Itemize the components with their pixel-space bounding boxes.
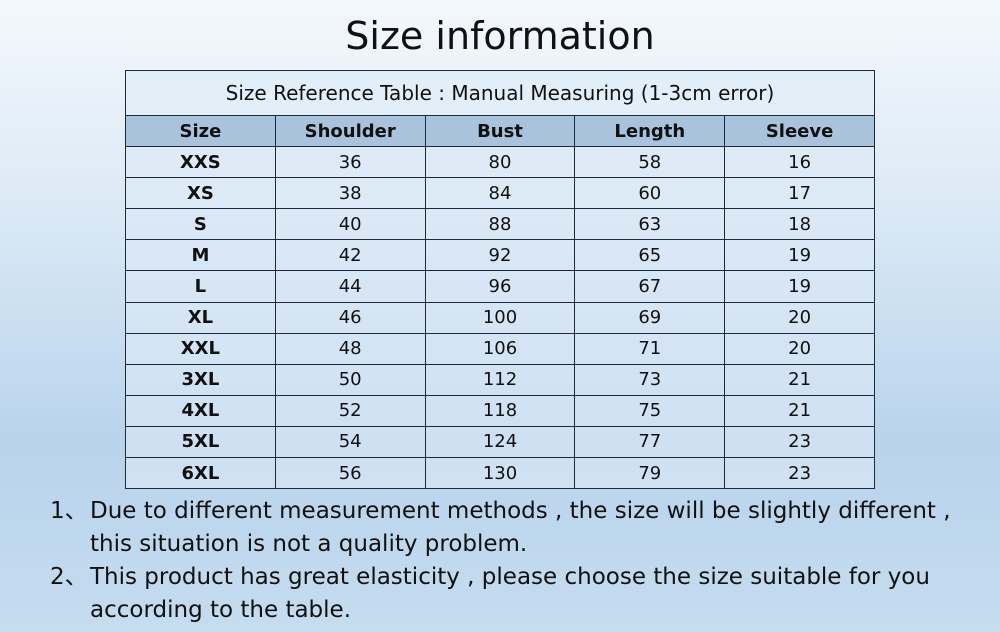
- table-caption: Size Reference Table : Manual Measuring …: [125, 70, 875, 116]
- table-cell: 58: [574, 146, 726, 179]
- table-cell: 17: [724, 177, 875, 210]
- table-cell: S: [125, 208, 276, 241]
- table-cell: 52: [274, 394, 426, 427]
- table-cell: 20: [724, 301, 875, 334]
- table-row: XXL 48 106 71 20: [125, 332, 875, 365]
- table-cell: 16: [724, 146, 875, 179]
- column-header: Length: [574, 114, 726, 148]
- note-text: This product has great elasticity , plea…: [90, 564, 930, 623]
- table-cell: 40: [274, 208, 426, 241]
- table-cell: 92: [424, 239, 576, 272]
- table-cell: 112: [424, 363, 576, 396]
- table-cell: 67: [574, 270, 726, 303]
- column-header: Bust: [424, 114, 576, 148]
- table-cell: 50: [274, 363, 426, 396]
- table-cell: 124: [424, 425, 576, 459]
- table-row: 3XL 50 112 73 21: [125, 363, 875, 396]
- column-header: Shoulder: [274, 114, 426, 148]
- table-cell: 5XL: [125, 425, 276, 459]
- table-cell: 80: [424, 146, 576, 179]
- table-cell: 44: [274, 270, 426, 303]
- table-cell: 48: [274, 332, 426, 365]
- table-row: XS 38 84 60 17: [125, 177, 875, 210]
- table-row: XL 46 100 69 20: [125, 301, 875, 334]
- size-table: Size Reference Table : Manual Measuring …: [125, 70, 875, 490]
- note-number: 2、: [50, 564, 88, 590]
- table-cell: 38: [274, 177, 426, 210]
- table-cell: 88: [424, 208, 576, 241]
- table-cell: 118: [424, 394, 576, 427]
- table-cell: 106: [424, 332, 576, 365]
- column-header: Sleeve: [724, 114, 875, 148]
- table-cell: 42: [274, 239, 426, 272]
- table-cell: 20: [724, 332, 875, 365]
- table-cell: 19: [724, 239, 875, 272]
- table-row: S 40 88 63 18: [125, 208, 875, 241]
- table-cell: 75: [574, 394, 726, 427]
- table-cell: 21: [724, 394, 875, 427]
- notes: 1、 Due to different measurement methods ,…: [50, 495, 960, 627]
- note-text: Due to different measurement methods , t…: [90, 498, 951, 557]
- table-cell: 77: [574, 425, 726, 459]
- table-cell: 18: [724, 208, 875, 241]
- table-cell: 23: [724, 457, 875, 490]
- table-row: M 42 92 65 19: [125, 239, 875, 272]
- table-cell: 84: [424, 177, 576, 210]
- table-cell: 4XL: [125, 394, 276, 427]
- table-cell: 71: [574, 332, 726, 365]
- table-cell: 73: [574, 363, 726, 396]
- table-cell: 79: [574, 457, 726, 490]
- table-cell: 130: [424, 457, 576, 490]
- table-cell: 21: [724, 363, 875, 396]
- table-row: 6XL 56 130 79 23: [125, 457, 875, 490]
- table-row: 5XL 54 124 77 23: [125, 425, 875, 459]
- table-cell: XS: [125, 177, 276, 210]
- table-cell: M: [125, 239, 276, 272]
- table-row: L 44 96 67 19: [125, 270, 875, 303]
- table-row: XXS 36 80 58 16: [125, 146, 875, 179]
- table-cell: 23: [724, 425, 875, 459]
- note-number: 1、: [50, 498, 88, 524]
- table-cell: 56: [274, 457, 426, 490]
- note-item: 1、 Due to different measurement methods ,…: [50, 495, 960, 561]
- note-item: 2、 This product has great elasticity , pl…: [50, 561, 960, 627]
- column-header: Size: [125, 114, 276, 148]
- table-row: 4XL 52 118 75 21: [125, 394, 875, 427]
- table-cell: 65: [574, 239, 726, 272]
- page-title: Size information: [345, 14, 655, 58]
- table-cell: XL: [125, 301, 276, 334]
- table-cell: 3XL: [125, 363, 276, 396]
- table-cell: 46: [274, 301, 426, 334]
- table-cell: 54: [274, 425, 426, 459]
- table-cell: 100: [424, 301, 576, 334]
- table-cell: 6XL: [125, 457, 276, 490]
- table-cell: 69: [574, 301, 726, 334]
- table-cell: L: [125, 270, 276, 303]
- table-cell: XXL: [125, 332, 276, 365]
- table-cell: 60: [574, 177, 726, 210]
- table-cell: 19: [724, 270, 875, 303]
- table-cell: 36: [274, 146, 426, 179]
- table-cell: XXS: [125, 146, 276, 179]
- table-cell: 63: [574, 208, 726, 241]
- table-cell: 96: [424, 270, 576, 303]
